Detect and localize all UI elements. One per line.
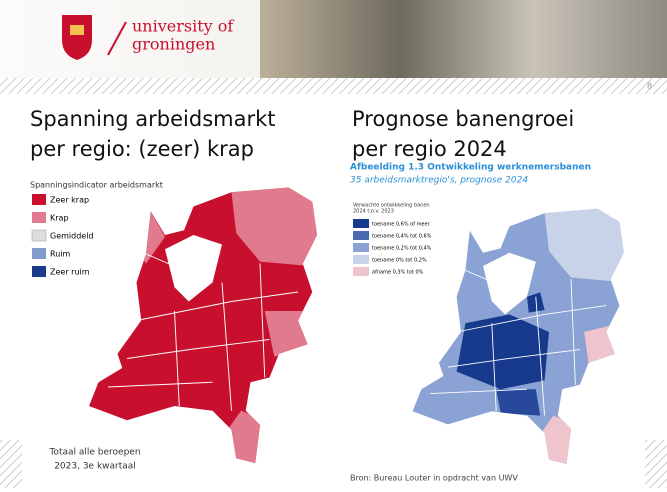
title: per regio 2024 xyxy=(352,137,507,161)
legend-label: Krap xyxy=(50,214,69,223)
legend-label: toename 0,6% of meer xyxy=(372,222,431,228)
figure-subtitle: 35 arbeidsmarktregio's, prognose 2024 xyxy=(350,176,528,186)
legend-title: Spanningsindicator arbeidsmarkt xyxy=(30,181,163,190)
figure-title: Afbeelding 1.3 Ontwikkeling werknemersba… xyxy=(350,163,591,173)
legend-label: toename 0,4% tot 0,6% xyxy=(372,234,432,240)
decor xyxy=(0,440,22,488)
legend-label: afname 0,3% tot 0% xyxy=(372,270,424,276)
brand: groningen xyxy=(132,35,215,54)
legend-label: Zeer ruim xyxy=(50,268,90,277)
left-legend xyxy=(31,194,47,277)
header-stripe xyxy=(0,78,667,94)
note: Totaal alle beroepen xyxy=(48,448,140,458)
legend-label: Gemiddeld xyxy=(50,232,94,241)
legend-title: Verwachte ontwikkeling banen xyxy=(353,203,430,209)
title: Spanning arbeidsmarkt xyxy=(30,107,276,131)
source: Bron: Bureau Louter in opdracht van UWV xyxy=(350,474,518,483)
legend-label: toename 0% tot 0,2% xyxy=(372,258,427,264)
right-legend xyxy=(353,219,369,276)
title: Prognose banengroei xyxy=(352,107,574,131)
page-number: 8 xyxy=(647,82,652,91)
legend-title: 2024 t.o.v. 2023 xyxy=(353,209,394,215)
legend-label: toename 0,2% tot 0,4% xyxy=(372,246,432,252)
decor xyxy=(645,440,667,488)
legend-label: Zeer krap xyxy=(50,196,89,205)
brand: university of xyxy=(132,17,234,36)
title: per regio: (zeer) krap xyxy=(30,137,254,161)
logo xyxy=(62,15,127,60)
right-map xyxy=(412,208,624,464)
note: 2023, 3e kwartaal xyxy=(54,462,136,472)
header-fade xyxy=(0,0,260,78)
legend-label: Ruim xyxy=(50,250,70,259)
